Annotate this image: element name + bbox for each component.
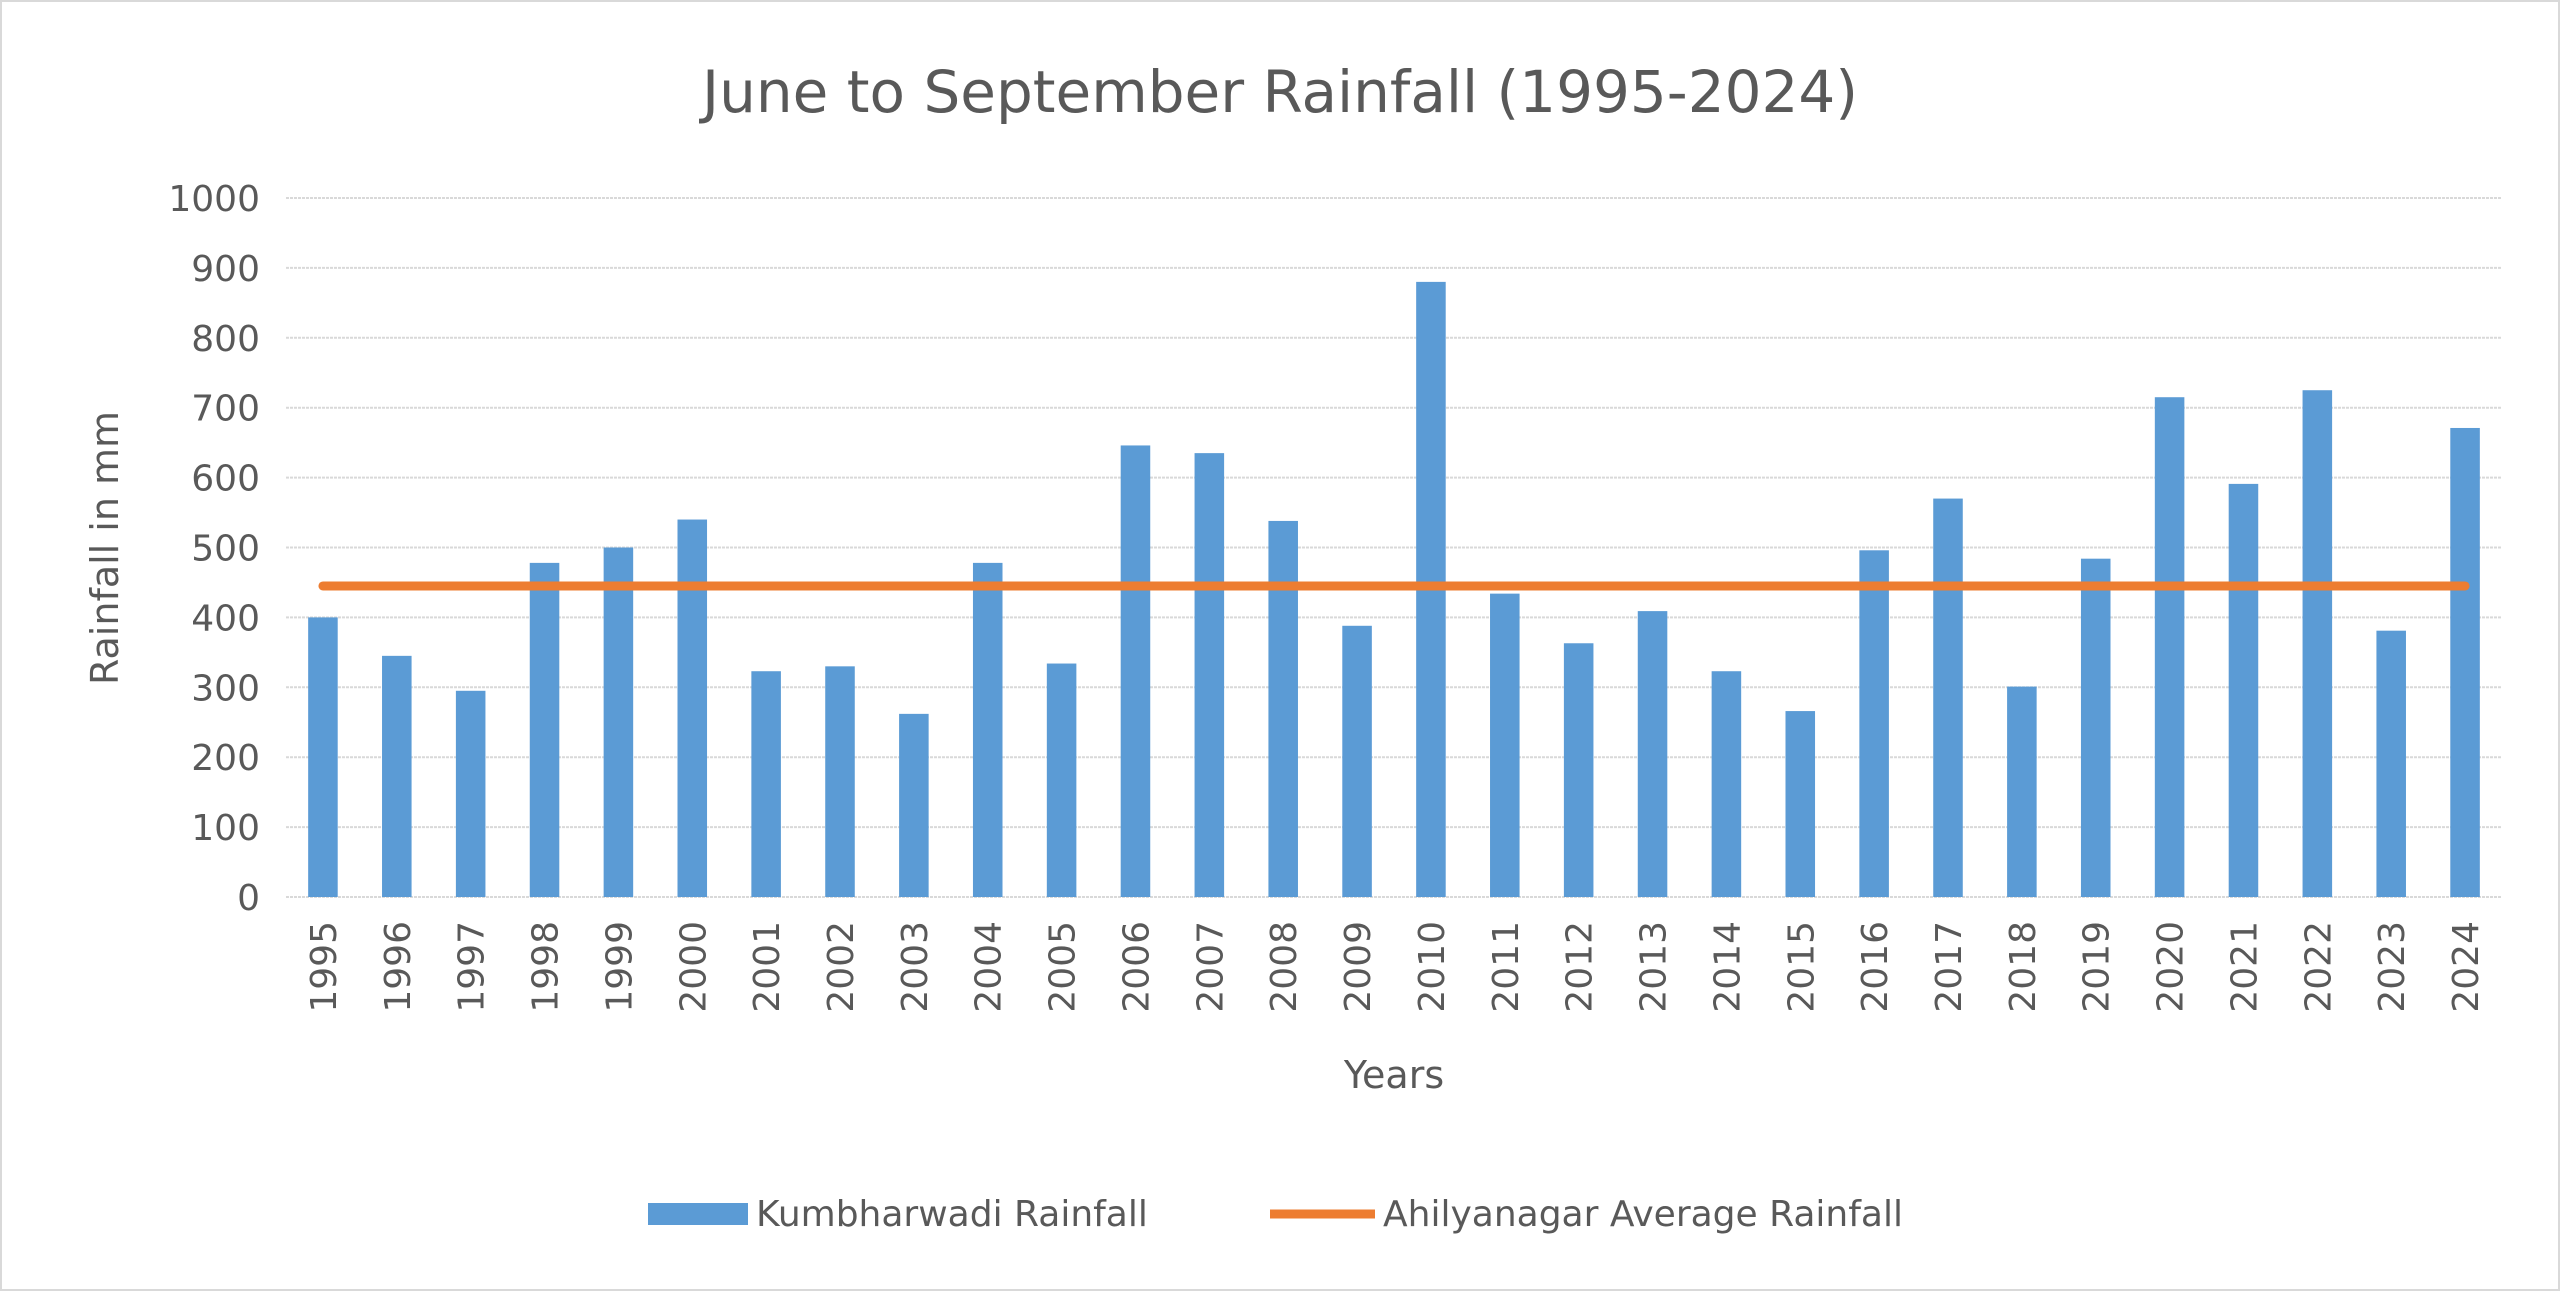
bar-2013 xyxy=(1637,611,1668,897)
x-tick-label: 2006 xyxy=(1116,921,1157,1013)
x-tick-label: 2018 xyxy=(2003,921,2044,1013)
x-tick-label: 2023 xyxy=(2372,921,2413,1013)
x-tick-label: 2024 xyxy=(2446,921,2487,1013)
x-tick-label: 2016 xyxy=(1855,921,1896,1013)
bar-2024 xyxy=(2450,427,2480,897)
x-tick-label: 2017 xyxy=(1929,921,1970,1013)
bar-2012 xyxy=(1563,643,1594,897)
x-tick-label: 2007 xyxy=(1190,921,1231,1013)
x-axis-label: Years xyxy=(1343,1053,1444,1097)
bar-2003 xyxy=(899,713,929,897)
bar-1999 xyxy=(603,547,634,897)
bar-2022 xyxy=(2302,390,2333,897)
x-tick-label: 1997 xyxy=(452,921,493,1013)
chart-title: June to September Rainfall (1995-2024) xyxy=(699,58,1858,126)
x-tick-label: 2011 xyxy=(1486,921,1527,1013)
bar-2011 xyxy=(1490,593,1520,897)
bar-2017 xyxy=(1933,498,1963,897)
bar-2023 xyxy=(2376,630,2406,897)
x-tick-label: 2008 xyxy=(1264,921,1305,1013)
bar-2005 xyxy=(1046,663,1077,897)
x-tick-label: 2013 xyxy=(1634,921,1675,1013)
x-tick-label: 2009 xyxy=(1338,921,1379,1013)
bar-2001 xyxy=(751,671,781,897)
bar-2009 xyxy=(1342,625,1372,897)
bar-2015 xyxy=(1785,711,1816,897)
y-tick-label: 1000 xyxy=(168,179,260,220)
bar-2004 xyxy=(972,562,1003,897)
x-tick-label: 2022 xyxy=(2298,921,2339,1013)
bar-2020 xyxy=(2154,397,2185,897)
x-tick-label: 2001 xyxy=(747,921,788,1013)
x-tick-label: 2010 xyxy=(1412,921,1453,1013)
x-tick-label: 1999 xyxy=(599,921,640,1013)
x-tick-label: 2004 xyxy=(969,921,1010,1013)
bar-2019 xyxy=(2080,558,2111,897)
y-tick-label: 100 xyxy=(191,808,260,849)
x-axis-ticks: 1995 1996 1997 1998 1999 2000 2001 2002 2003 2004… xyxy=(304,921,2487,1013)
bar-1997 xyxy=(455,690,486,897)
y-tick-label: 200 xyxy=(191,738,260,779)
y-tick-label: 900 xyxy=(191,249,260,290)
bars xyxy=(308,281,2480,897)
y-tick-label: 600 xyxy=(191,459,260,500)
y-axis-label: Rainfall in mm xyxy=(83,411,127,685)
gridlines xyxy=(286,197,2502,898)
bar-1995 xyxy=(308,617,338,897)
y-tick-label: 800 xyxy=(191,319,260,360)
bar-2018 xyxy=(2007,686,2037,897)
bar-1996 xyxy=(382,655,412,897)
x-tick-label: 1996 xyxy=(378,921,419,1013)
bar-1998 xyxy=(529,562,560,897)
bar-2007 xyxy=(1194,453,1225,897)
x-tick-label: 2005 xyxy=(1043,921,1084,1013)
bar-2014 xyxy=(1711,671,1742,897)
y-tick-label: 400 xyxy=(191,598,260,639)
x-tick-label: 2012 xyxy=(1560,921,1601,1013)
bar-2002 xyxy=(825,666,855,897)
legend-label-line: Ahilyanagar Average Rainfall xyxy=(1383,1194,1903,1235)
x-tick-label: 2019 xyxy=(2077,921,2118,1013)
bar-2008 xyxy=(1268,520,1298,897)
y-tick-label: 300 xyxy=(191,668,260,709)
x-tick-label: 2014 xyxy=(1707,921,1748,1013)
bar-2016 xyxy=(1859,550,1889,897)
x-tick-label: 2000 xyxy=(673,921,714,1013)
x-tick-label: 2002 xyxy=(821,921,862,1013)
bar-2006 xyxy=(1120,445,1151,897)
y-tick-label: 700 xyxy=(191,389,260,430)
bar-2000 xyxy=(677,519,708,897)
x-tick-label: 2021 xyxy=(2224,921,2265,1013)
legend-swatch-bar xyxy=(648,1203,748,1225)
bar-2021 xyxy=(2228,483,2259,897)
x-tick-label: 2020 xyxy=(2151,921,2192,1013)
legend-label-bar: Kumbharwadi Rainfall xyxy=(756,1194,1148,1235)
legend: Kumbharwadi Rainfall Ahilyanagar Average… xyxy=(648,1194,1903,1235)
y-axis-ticks: 0 100 200 300 400 500 600 700 800 900 1000 xyxy=(168,179,260,919)
y-tick-label: 500 xyxy=(191,529,260,570)
x-tick-label: 2015 xyxy=(1781,921,1822,1013)
x-tick-label: 2003 xyxy=(895,921,936,1013)
x-tick-label: 1998 xyxy=(526,921,567,1013)
y-tick-label: 0 xyxy=(237,878,260,919)
x-tick-label: 1995 xyxy=(304,921,345,1013)
